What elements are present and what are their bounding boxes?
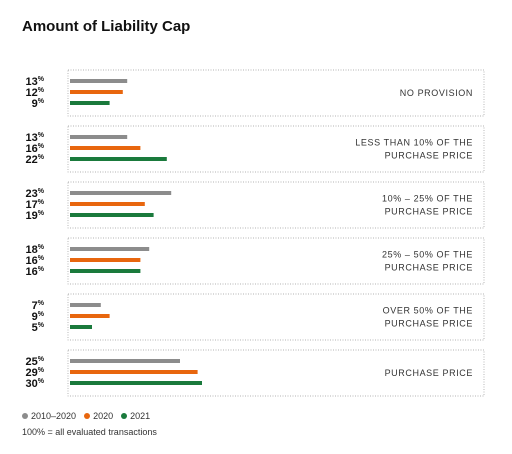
- value-label-group-0-series-0: 13%: [26, 76, 45, 88]
- legend-swatch-2021: [121, 413, 128, 419]
- value-label-group-4-series-2: 5%: [32, 322, 45, 334]
- group-2-frame: [67, 181, 485, 229]
- value-label-group-3-series-2: 16%: [26, 266, 45, 278]
- bar-group-4-series-0: [70, 303, 101, 307]
- group-5-frame: [67, 349, 485, 397]
- value-label-group-1-series-2: 22%: [26, 154, 45, 166]
- bar-group-3-series-1: [70, 258, 141, 262]
- group-1-frame: [67, 125, 485, 173]
- bar-group-1-series-1: [70, 146, 141, 150]
- legend: 2010–2020 2020 2021: [22, 411, 150, 421]
- legend-label-2021: 2021: [130, 411, 151, 421]
- legend-item-2021: 2021: [121, 411, 150, 421]
- group-3-frame: [67, 237, 485, 285]
- bar-group-5-series-1: [70, 370, 198, 374]
- legend-swatch-2010-2020: [22, 413, 28, 419]
- bar-group-4-series-1: [70, 314, 110, 318]
- group-4-frame: [67, 293, 485, 341]
- value-label-group-5-series-0: 25%: [26, 356, 45, 368]
- legend-label-2020: 2020: [93, 411, 114, 421]
- value-label-group-0-series-2: 9%: [32, 98, 45, 110]
- group-3-category-label: 25% – 50% OF THE: [382, 250, 473, 260]
- legend-swatch-2020: [84, 413, 91, 419]
- bar-group-2-series-2: [70, 213, 154, 217]
- value-label-group-5-series-2: 30%: [26, 378, 45, 390]
- footnote: 100% = all evaluated transactions: [22, 427, 157, 437]
- group-1-category-label: LESS THAN 10% OF THE: [355, 138, 473, 148]
- bar-group-0-series-1: [70, 90, 123, 94]
- value-label-group-3-series-0: 18%: [26, 244, 45, 256]
- group-0-category-label: NO PROVISION: [400, 88, 473, 98]
- legend-label-2010-2020: 2010–2020: [31, 411, 77, 421]
- value-label-group-2-series-2: 19%: [26, 210, 45, 222]
- group-4-category-label: PURCHASE PRICE: [385, 319, 473, 329]
- value-label-group-1-series-0: 13%: [26, 132, 45, 144]
- legend-item-2010-2020: 2010–2020: [22, 411, 76, 421]
- group-1-category-label: PURCHASE PRICE: [385, 151, 473, 161]
- group-3-category-label: PURCHASE PRICE: [385, 263, 473, 273]
- group-0-frame: [67, 69, 485, 117]
- value-label-group-2-series-0: 23%: [26, 188, 45, 200]
- bar-group-2-series-1: [70, 202, 145, 206]
- bar-group-0-series-2: [70, 101, 110, 105]
- value-label-group-1-series-1: 16%: [26, 143, 45, 155]
- group-2-category-label: 10% – 25% OF THE: [382, 194, 473, 204]
- bar-group-2-series-0: [70, 191, 172, 195]
- legend-item-2020: 2020: [84, 411, 113, 421]
- bar-group-3-series-2: [70, 269, 141, 273]
- value-label-group-2-series-1: 17%: [26, 199, 45, 211]
- value-label-group-0-series-1: 12%: [26, 87, 45, 99]
- bar-group-3-series-0: [70, 247, 150, 251]
- value-label-group-4-series-1: 9%: [32, 311, 45, 323]
- value-label-group-4-series-0: 7%: [32, 300, 45, 312]
- bar-group-5-series-2: [70, 381, 202, 385]
- value-label-group-3-series-1: 16%: [26, 255, 45, 267]
- bar-group-1-series-2: [70, 157, 167, 161]
- group-4-category-label: OVER 50% OF THE: [383, 306, 473, 316]
- value-label-group-5-series-1: 29%: [26, 367, 45, 379]
- bar-group-1-series-0: [70, 135, 128, 139]
- bar-group-5-series-0: [70, 359, 180, 363]
- bar-group-0-series-0: [70, 79, 128, 83]
- group-2-category-label: PURCHASE PRICE: [385, 207, 473, 217]
- group-5-category-label: PURCHASE PRICE: [385, 368, 473, 378]
- chart-title: Amount of Liability Cap: [22, 18, 191, 35]
- bar-group-4-series-2: [70, 325, 92, 329]
